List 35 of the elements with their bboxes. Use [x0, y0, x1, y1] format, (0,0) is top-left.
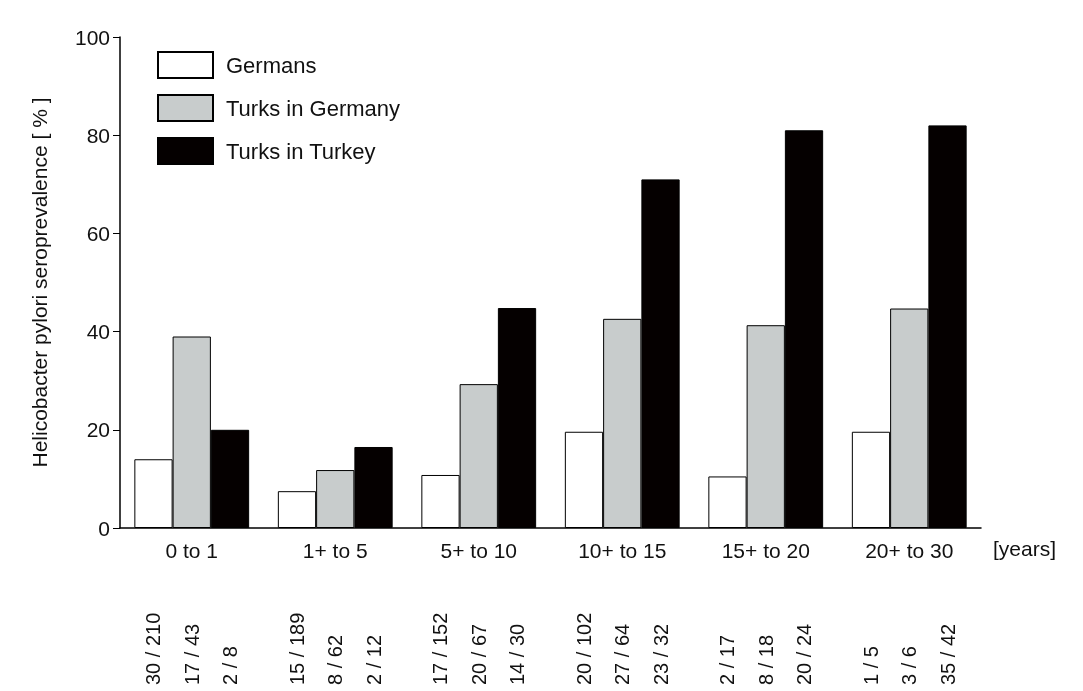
x-tick-label: 5+ to 10 — [440, 539, 517, 562]
y-tick-label: 0 — [98, 516, 110, 540]
text: 27 / 64 — [611, 623, 634, 685]
x-tick-label: 20+ to 30 — [865, 539, 954, 562]
text: 23 / 32 — [649, 623, 672, 685]
legend-label: Turks in Germany — [226, 95, 401, 121]
text: 1 / 5 — [859, 646, 882, 685]
x-tick-label: 10+ to 15 — [578, 539, 667, 562]
y-tick-label: 100 — [74, 25, 110, 49]
text: 3 / 6 — [898, 646, 921, 685]
text: 30 / 210 — [142, 612, 165, 685]
text: 2 / 8 — [219, 646, 242, 685]
text: 17 / 152 — [429, 612, 452, 685]
text: 20 / 67 — [467, 623, 490, 685]
x-axis-title: [years] — [993, 537, 1057, 560]
text: 35 / 42 — [936, 623, 959, 685]
x-tick-label: 0 to 1 — [165, 539, 219, 562]
text: 20 / 24 — [793, 623, 816, 685]
y-tick-label: 80 — [86, 123, 110, 147]
text: 15 / 189 — [285, 612, 308, 685]
text: 14 / 30 — [506, 623, 529, 685]
text: 17 / 43 — [180, 623, 203, 685]
y-tick-label: 20 — [86, 418, 110, 442]
y-tick-label: 40 — [86, 320, 110, 344]
x-tick-label: 1+ to 5 — [302, 539, 368, 562]
text: 20 / 102 — [572, 612, 595, 685]
text: 8 / 62 — [324, 634, 347, 685]
text: 2 / 17 — [716, 634, 739, 685]
legend-label: Germans — [226, 52, 317, 78]
x-tick-label: 15+ to 20 — [721, 539, 810, 562]
y-tick-label: 60 — [86, 221, 110, 245]
legend-label: Turks in Turkey — [226, 138, 376, 164]
text: 2 / 12 — [362, 634, 385, 685]
y-axis-title: Helicobacter pylori seroprevalence [ % ] — [28, 97, 51, 468]
text: 8 / 18 — [754, 634, 777, 685]
